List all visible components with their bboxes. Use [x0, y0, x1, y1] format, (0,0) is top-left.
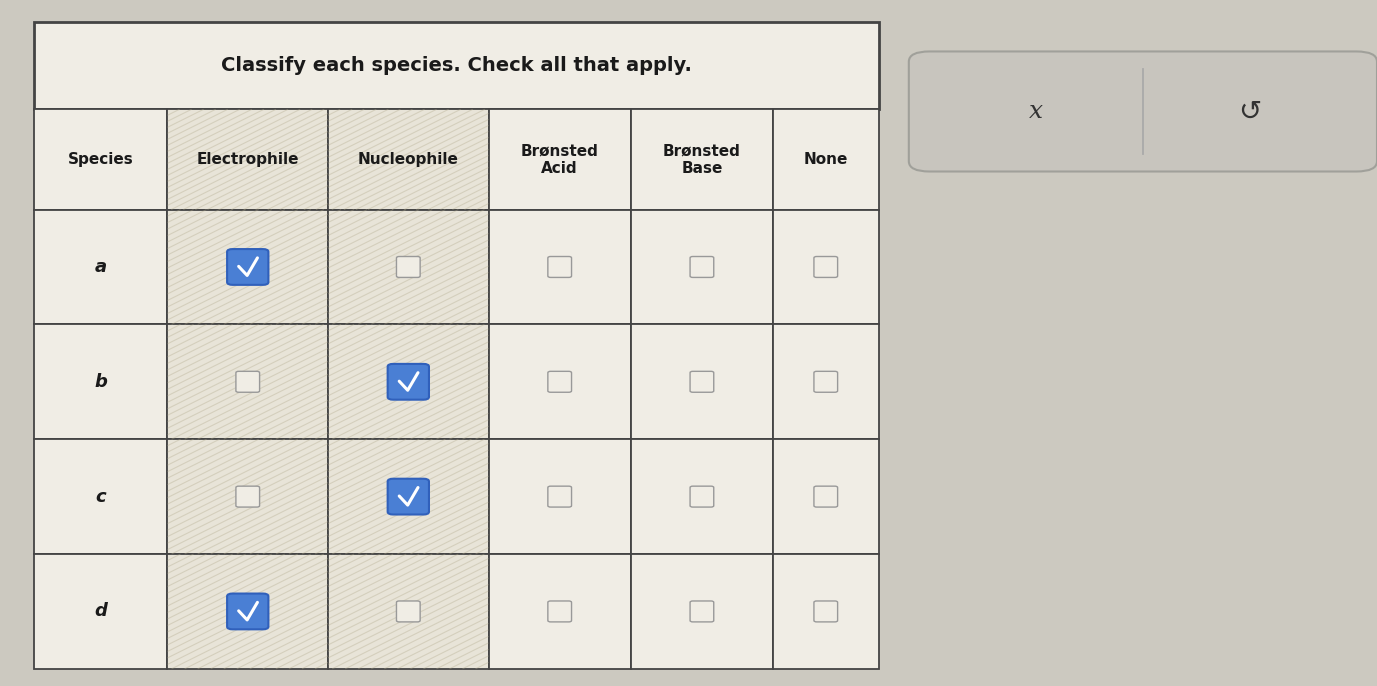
- Text: Nucleophile: Nucleophile: [358, 152, 459, 167]
- FancyBboxPatch shape: [227, 249, 269, 285]
- Text: x: x: [1029, 100, 1044, 123]
- Text: b: b: [95, 372, 107, 391]
- Bar: [489, 109, 631, 209]
- FancyBboxPatch shape: [397, 601, 420, 622]
- Bar: [489, 324, 631, 439]
- Text: c: c: [95, 488, 106, 506]
- FancyBboxPatch shape: [548, 371, 571, 392]
- FancyBboxPatch shape: [548, 257, 571, 277]
- Bar: [328, 439, 489, 554]
- Bar: [631, 109, 772, 209]
- FancyBboxPatch shape: [235, 371, 260, 392]
- Bar: [168, 324, 328, 439]
- Bar: [34, 22, 879, 109]
- FancyBboxPatch shape: [814, 486, 837, 507]
- Bar: [489, 439, 631, 554]
- Bar: [631, 554, 772, 669]
- Bar: [168, 554, 328, 669]
- FancyBboxPatch shape: [690, 486, 713, 507]
- Text: Brønsted
Base: Brønsted Base: [662, 143, 741, 176]
- Bar: [631, 209, 772, 324]
- Bar: [631, 324, 772, 439]
- Text: d: d: [95, 602, 107, 620]
- Bar: [168, 209, 328, 324]
- Bar: [34, 554, 168, 669]
- Text: Electrophile: Electrophile: [197, 152, 299, 167]
- Bar: [772, 554, 879, 669]
- FancyBboxPatch shape: [909, 51, 1377, 172]
- Text: Species: Species: [67, 152, 134, 167]
- Text: ↺: ↺: [1238, 97, 1261, 126]
- FancyBboxPatch shape: [388, 479, 430, 514]
- Bar: [328, 209, 489, 324]
- Bar: [489, 554, 631, 669]
- Bar: [772, 209, 879, 324]
- Bar: [34, 109, 168, 209]
- Bar: [772, 109, 879, 209]
- Bar: [34, 209, 168, 324]
- Bar: [34, 324, 168, 439]
- Bar: [168, 439, 328, 554]
- FancyBboxPatch shape: [397, 257, 420, 277]
- FancyBboxPatch shape: [814, 601, 837, 622]
- Bar: [772, 324, 879, 439]
- FancyBboxPatch shape: [814, 371, 837, 392]
- FancyBboxPatch shape: [388, 364, 430, 400]
- FancyBboxPatch shape: [690, 371, 713, 392]
- FancyBboxPatch shape: [690, 257, 713, 277]
- FancyBboxPatch shape: [690, 601, 713, 622]
- Bar: [168, 109, 328, 209]
- FancyBboxPatch shape: [235, 486, 260, 507]
- FancyBboxPatch shape: [814, 257, 837, 277]
- Text: None: None: [804, 152, 848, 167]
- FancyBboxPatch shape: [548, 601, 571, 622]
- Text: a: a: [95, 258, 107, 276]
- Bar: [328, 324, 489, 439]
- Bar: [328, 554, 489, 669]
- Text: Brønsted
Acid: Brønsted Acid: [521, 143, 599, 176]
- Bar: [631, 439, 772, 554]
- FancyBboxPatch shape: [548, 486, 571, 507]
- Text: Classify each species. Check all that apply.: Classify each species. Check all that ap…: [222, 56, 691, 75]
- FancyBboxPatch shape: [227, 593, 269, 629]
- Bar: [489, 209, 631, 324]
- Bar: [772, 439, 879, 554]
- Bar: [34, 439, 168, 554]
- Bar: [328, 109, 489, 209]
